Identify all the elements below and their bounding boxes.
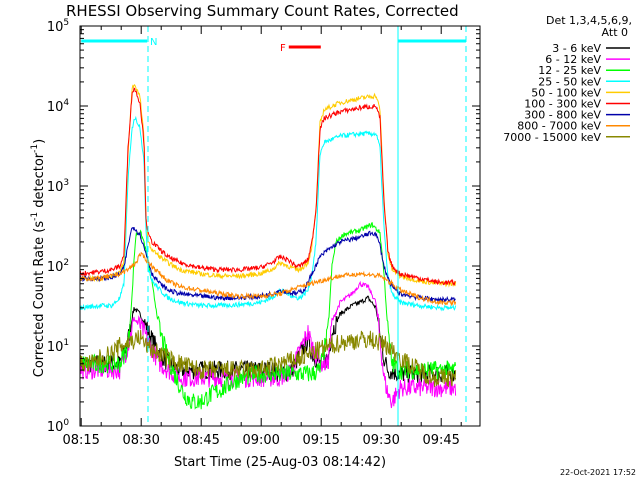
series-line-5: [80, 87, 456, 287]
x-axis-label: Start Time (25-Aug-03 08:14:42): [174, 455, 386, 470]
night-marker-label: N: [150, 37, 157, 48]
series-layer: [80, 84, 457, 410]
series-line-3: [80, 115, 457, 312]
legend-header-line1: Det 1,3,4,5,6,9,: [546, 14, 632, 27]
plot-frame: [79, 25, 481, 427]
legend-entry-label: 100 - 300 keV: [524, 98, 601, 111]
y-axis-label-mid: detector: [32, 152, 47, 212]
x-tick-label: 09:15: [302, 433, 339, 448]
legend-entry-label: 6 - 12 keV: [545, 53, 601, 66]
axis-layer: 08:15 08:30 08:45 09:00 09:15 09:30 09:4510010…: [47, 18, 480, 448]
y-tick-base: 10: [47, 100, 64, 115]
series-line-6: [80, 226, 456, 303]
y-tick-base: 10: [47, 340, 64, 355]
y-tick-exponent: 3: [63, 178, 69, 188]
series-line-2: [80, 222, 457, 410]
legend-entry-label: 50 - 100 keV: [531, 86, 601, 99]
y-tick-exponent: 1: [63, 338, 69, 348]
x-tick-label: 09:45: [422, 433, 459, 448]
timestamp: 22-Oct-2021 17:52: [560, 468, 636, 477]
x-tick-label: 08:30: [122, 433, 159, 448]
legend-entry-label: 7000 - 15000 keV: [503, 131, 601, 144]
series-line-4: [80, 84, 457, 288]
legend-entry-label: 25 - 50 keV: [538, 75, 601, 88]
x-tick-label: 08:45: [182, 433, 219, 448]
y-tick-exponent: 4: [63, 98, 69, 108]
legend-entry-label: 300 - 800 keV: [524, 109, 601, 122]
legend-header-line2: Att 0: [602, 26, 628, 39]
y-axis-label-end: ): [32, 139, 47, 144]
y-tick-exponent: 0: [63, 418, 69, 428]
y-tick-label: 104: [47, 98, 70, 115]
x-tick-label: 09:00: [242, 433, 279, 448]
y-tick-label: 103: [47, 178, 69, 195]
series-line-8: [80, 329, 457, 388]
y-axis-label: Corrected Count Rate (s-1 detector-1): [30, 139, 47, 377]
y-tick-exponent: 2: [63, 258, 69, 268]
x-tick-label: 08:15: [62, 433, 99, 448]
y-tick-base: 10: [47, 180, 64, 195]
y-tick-base: 10: [47, 20, 64, 35]
y-tick-base: 10: [47, 260, 64, 275]
y-tick-label: 105: [47, 18, 69, 35]
y-axis-label-sup-1: -1: [30, 212, 40, 221]
y-tick-label: 102: [47, 258, 69, 275]
series-line-7: [80, 251, 457, 307]
flare-marker-label: F: [280, 43, 286, 54]
legend-entry-label: 12 - 25 keV: [538, 64, 601, 77]
y-tick-exponent: 5: [63, 18, 69, 28]
marker-layer: NF: [81, 26, 467, 426]
legend-entry-label: 3 - 6 keV: [552, 42, 601, 55]
y-tick-label: 101: [47, 338, 69, 355]
y-axis-label-sup-2: -1: [30, 144, 40, 153]
y-tick-base: 10: [47, 420, 64, 435]
chart-title: RHESSI Observing Summary Count Rates, Co…: [66, 2, 459, 20]
series-line-1: [80, 280, 457, 409]
x-tick-label: 09:30: [362, 433, 399, 448]
y-tick-label: 100: [47, 418, 70, 435]
legend-entry-label: 800 - 7000 keV: [517, 120, 601, 133]
